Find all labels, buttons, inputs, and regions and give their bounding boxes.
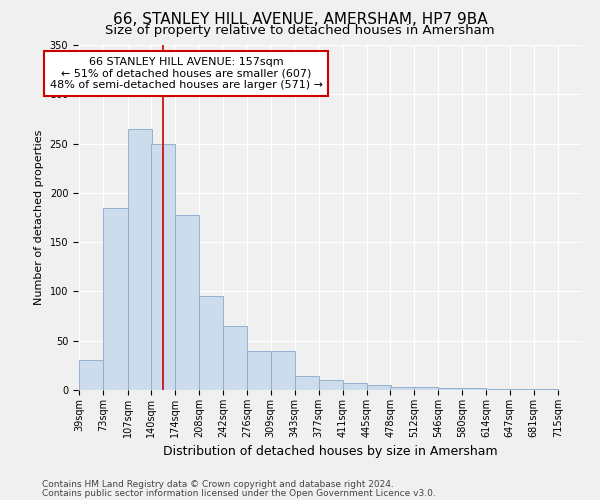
Text: 66 STANLEY HILL AVENUE: 157sqm
← 51% of detached houses are smaller (607)
48% of: 66 STANLEY HILL AVENUE: 157sqm ← 51% of … <box>50 57 323 90</box>
Bar <box>414 387 439 390</box>
Bar <box>343 383 367 390</box>
Bar <box>534 389 558 390</box>
Bar <box>175 214 199 390</box>
Bar <box>487 389 511 390</box>
X-axis label: Distribution of detached houses by size in Amersham: Distribution of detached houses by size … <box>163 446 497 458</box>
Bar <box>295 376 319 390</box>
Bar <box>199 296 223 390</box>
Bar <box>439 388 463 390</box>
Text: Contains public sector information licensed under the Open Government Licence v3: Contains public sector information licen… <box>42 489 436 498</box>
Bar <box>390 387 414 390</box>
Bar <box>103 208 128 390</box>
Bar <box>79 360 103 390</box>
Bar <box>367 385 391 390</box>
Text: 66, STANLEY HILL AVENUE, AMERSHAM, HP7 9BA: 66, STANLEY HILL AVENUE, AMERSHAM, HP7 9… <box>113 12 487 28</box>
Bar <box>463 388 487 390</box>
Bar <box>247 350 271 390</box>
Bar <box>223 326 247 390</box>
Bar <box>151 144 175 390</box>
Bar <box>128 129 152 390</box>
Bar <box>271 350 295 390</box>
Y-axis label: Number of detached properties: Number of detached properties <box>34 130 44 305</box>
Text: Contains HM Land Registry data © Crown copyright and database right 2024.: Contains HM Land Registry data © Crown c… <box>42 480 394 489</box>
Bar <box>510 389 534 390</box>
Bar <box>319 380 343 390</box>
Text: Size of property relative to detached houses in Amersham: Size of property relative to detached ho… <box>105 24 495 37</box>
